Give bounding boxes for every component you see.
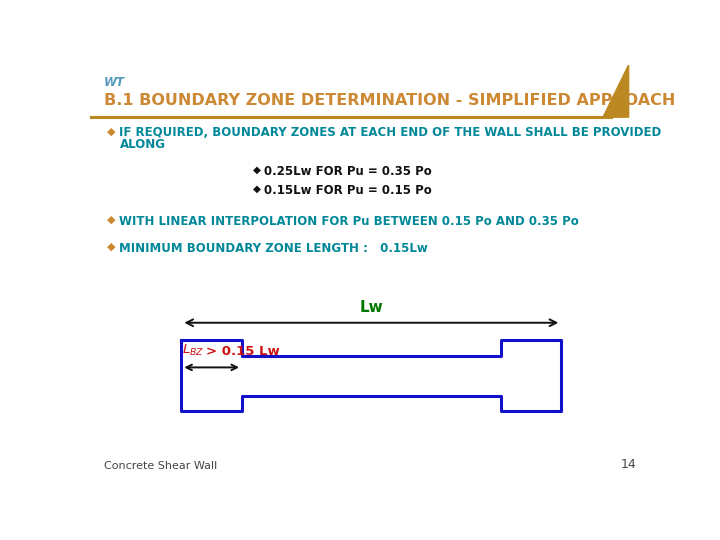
Text: B.1 BOUNDARY ZONE DETERMINATION - SIMPLIFIED APPROACH: B.1 BOUNDARY ZONE DETERMINATION - SIMPLI… [104,92,675,107]
Text: WT: WT [104,76,125,89]
Text: WITH LINEAR INTERPOLATION FOR Pu BETWEEN 0.15 Po AND 0.35 Po: WITH LINEAR INTERPOLATION FOR Pu BETWEEN… [120,215,579,228]
Text: ALONG: ALONG [120,138,166,151]
Text: 14: 14 [621,458,636,471]
Text: ◆: ◆ [107,126,115,137]
Text: MINIMUM BOUNDARY ZONE LENGTH :   0.15Lw: MINIMUM BOUNDARY ZONE LENGTH : 0.15Lw [120,242,428,255]
Text: Lw: Lw [359,300,383,315]
Text: 0.25Lw FOR Pu = 0.35 Po: 0.25Lw FOR Pu = 0.35 Po [264,165,431,178]
Text: Concrete Shear Wall: Concrete Shear Wall [104,461,217,471]
Text: > 0.15 Lw: > 0.15 Lw [206,345,280,358]
Text: IF REQUIRED, BOUNDARY ZONES AT EACH END OF THE WALL SHALL BE PROVIDED: IF REQUIRED, BOUNDARY ZONES AT EACH END … [120,126,662,139]
Text: ◆: ◆ [253,184,261,194]
Text: ◆: ◆ [107,242,115,252]
Text: 0.15Lw FOR Pu = 0.15 Po: 0.15Lw FOR Pu = 0.15 Po [264,184,431,197]
Text: ◆: ◆ [253,165,261,175]
Text: ◆: ◆ [107,215,115,225]
Text: $L_{BZ}$: $L_{BZ}$ [182,343,204,358]
Polygon shape [603,65,629,117]
